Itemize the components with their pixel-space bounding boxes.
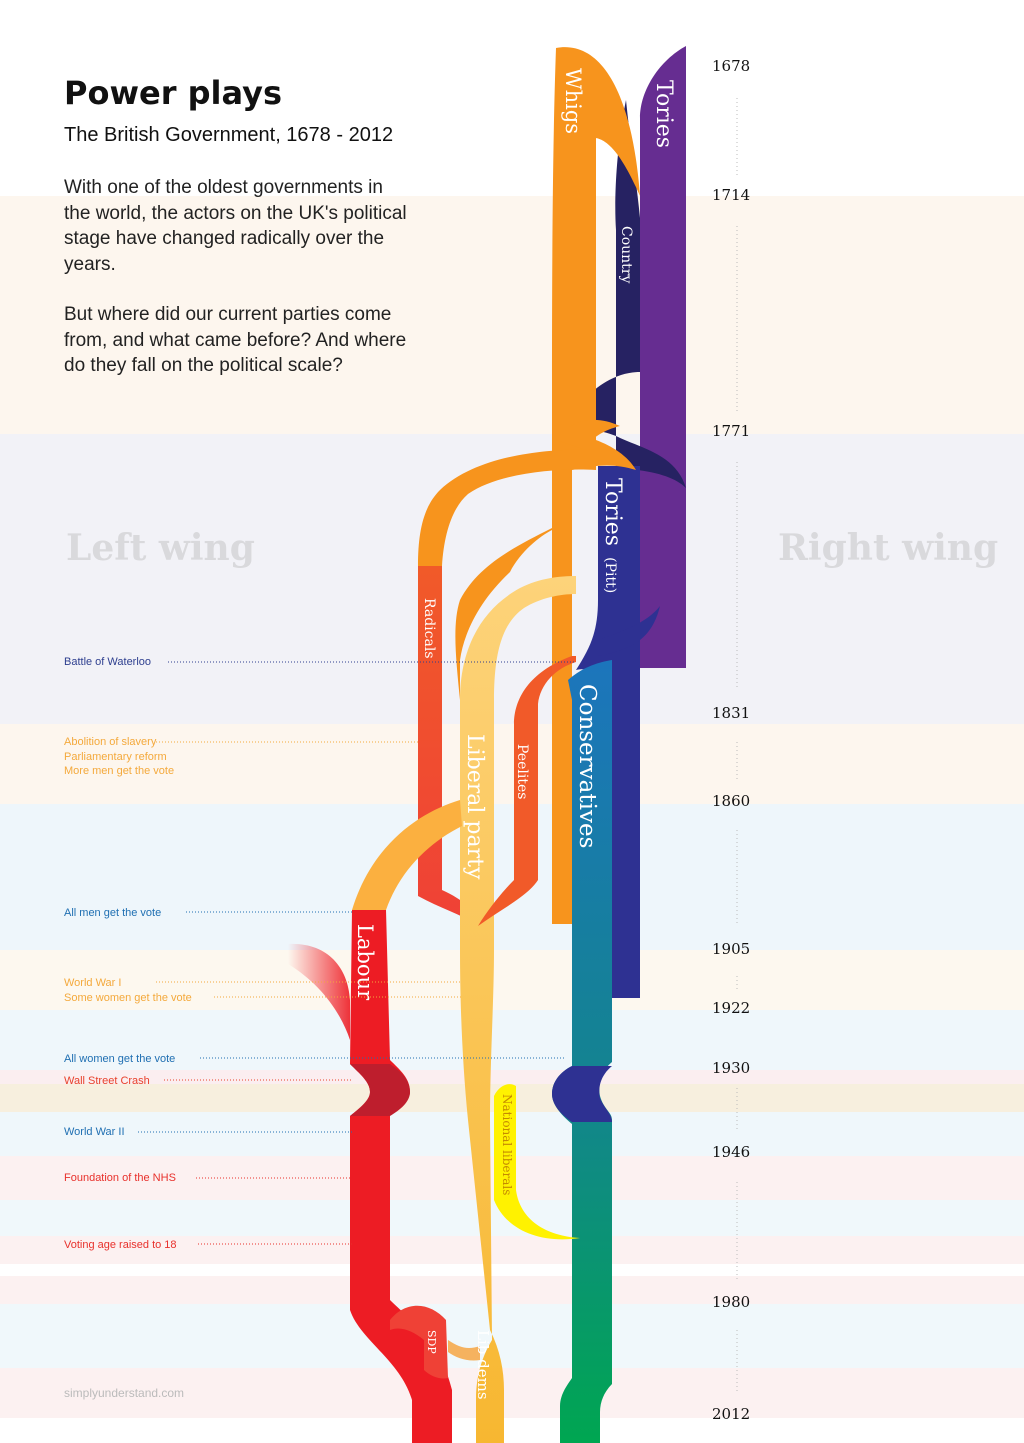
tories-pitt-main: Tories — [600, 478, 625, 546]
tories-pitt-label: Tories (Pitt) — [600, 478, 625, 593]
era-band-1771 — [0, 434, 1024, 724]
tories-pitt-stream — [576, 466, 640, 998]
labour-crash-band — [350, 1064, 410, 1116]
whigs-label: Whigs — [561, 68, 585, 134]
peelites-label: Peelites — [514, 744, 530, 799]
page-title: Power plays — [64, 74, 283, 112]
liberal-stream — [460, 576, 576, 1443]
radicals-label: Radicals — [421, 598, 437, 659]
event-all-women-vote: All women get the vote — [64, 1052, 175, 1067]
credit-link[interactable]: simplyunderstand.com — [64, 1386, 185, 1400]
event-line: Some women get the vote — [64, 991, 192, 1004]
event-line: All men get the vote — [64, 907, 162, 919]
event-line: Parliamentary reform — [64, 750, 167, 763]
tories-pitt-suffix: (Pitt) — [602, 557, 618, 593]
event-nhs-foundation: Foundation of the NHS — [64, 1171, 176, 1186]
event-line: Voting age raised to 18 — [64, 1239, 177, 1251]
labour-label: Labour — [353, 924, 377, 1001]
era-band-crash — [0, 1070, 1024, 1084]
intro-paragraph-2: But where did our current parties come f… — [64, 302, 464, 379]
event-world-war-one: World War I Some women get the vote — [64, 976, 192, 1005]
conservatives-stream — [552, 660, 612, 1443]
year-label: 1714 — [712, 186, 751, 204]
intro-line: stage have changed radically over the — [64, 228, 385, 249]
tories-label: Tories — [651, 80, 676, 148]
conservatives-label: Conservatives — [574, 684, 600, 848]
tories-pitt-hook — [598, 606, 660, 656]
era-band-1831 — [0, 724, 1024, 804]
era-band-voting — [0, 1236, 1024, 1264]
event-line: Abolition of slavery — [64, 736, 157, 748]
intro-line: do they fall on the political scale? — [64, 355, 343, 376]
national-liberals-label: National liberals — [500, 1094, 514, 1195]
event-line: World War II — [64, 1126, 125, 1138]
liberal-to-labour — [352, 800, 462, 910]
era-band-1980 — [0, 1304, 1024, 1368]
era-band-1922 — [0, 1010, 1024, 1070]
event-line: Wall Street Crash — [64, 1075, 150, 1087]
year-label: 1678 — [712, 57, 751, 75]
intro-line: But where did our current parties come — [64, 304, 392, 325]
year-label: 1860 — [712, 792, 751, 810]
event-all-men-vote: All men get the vote — [64, 906, 161, 921]
event-battle-of-waterloo: Battle of Waterloo — [64, 655, 151, 670]
year-label: 1922 — [712, 999, 751, 1017]
event-line: More men get the vote — [64, 765, 175, 777]
sdp-stream — [390, 1305, 448, 1379]
national-government-band — [552, 1066, 612, 1122]
era-band-1905 — [0, 950, 1024, 1010]
sdp-merge — [448, 1340, 480, 1361]
right-wing-label: Right wing — [778, 527, 999, 569]
intro-paragraph-1: With one of the oldest governments in th… — [64, 175, 464, 277]
year-label: 1946 — [712, 1143, 751, 1161]
intro-line: from, and what came before? And where — [64, 329, 407, 351]
labour-trade-union-feed — [288, 943, 350, 1040]
event-line: Foundation of the NHS — [64, 1172, 176, 1184]
era-band-1970s — [0, 1276, 1024, 1304]
whigs-stream — [455, 47, 640, 925]
page-subtitle: The British Government, 1678 - 2012 — [64, 124, 394, 146]
year-label: 1905 — [712, 940, 751, 958]
era-band-2012 — [0, 1368, 1024, 1418]
whigs-left-branch — [418, 449, 596, 566]
left-wing-label: Left wing — [66, 527, 255, 569]
intro-line: years. — [64, 253, 116, 275]
liberal-party-label: Liberal party — [462, 734, 487, 880]
labour-stream — [350, 910, 452, 1443]
national-liberals-stream — [494, 1084, 580, 1240]
country-label: Country — [618, 226, 634, 283]
event-line: All women get the vote — [64, 1053, 176, 1065]
event-line: World War I — [64, 977, 122, 989]
year-label: 1980 — [712, 1293, 751, 1311]
sdp-label: SDP — [425, 1330, 438, 1354]
country-stream — [560, 100, 640, 440]
event-line: Battle of Waterloo — [64, 656, 152, 668]
country-hook — [616, 436, 686, 488]
year-label: 1771 — [712, 422, 751, 440]
year-label: 2012 — [712, 1405, 751, 1423]
intro-line: the world, the actors on the UK's politi… — [64, 202, 407, 224]
whigs-curl — [556, 419, 620, 450]
event-reform-era: Abolition of slavery Parliamentary refor… — [64, 735, 174, 779]
event-world-war-two: World War II — [64, 1125, 125, 1140]
era-band-1714 — [0, 196, 1024, 434]
intro-line: With one of the oldest governments in — [64, 177, 383, 198]
year-label: 1930 — [712, 1059, 751, 1077]
event-wall-street-crash: Wall Street Crash — [64, 1074, 150, 1089]
era-band-1860 — [0, 804, 1024, 950]
peelites-stream — [478, 656, 576, 926]
event-connectors — [138, 661, 576, 1245]
year-label: 1831 — [712, 704, 751, 722]
event-voting-age-18: Voting age raised to 18 — [64, 1238, 177, 1253]
lib-dems-label: Lib dems — [474, 1330, 492, 1400]
